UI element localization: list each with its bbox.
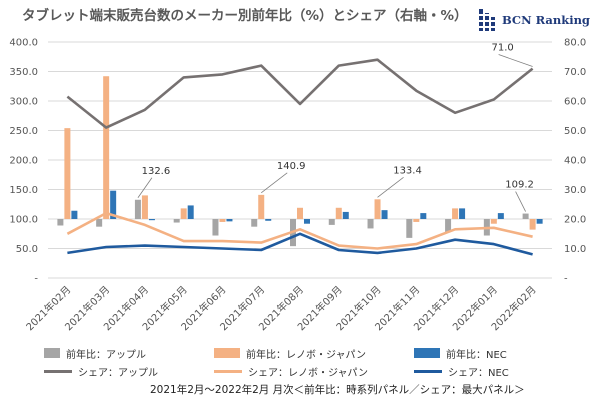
legend-swatch-nec-yoy [414, 348, 440, 358]
bar-nec-yoy [148, 219, 155, 221]
legend-item-apple-yoy: 前年比：アップル [44, 346, 214, 361]
legend-swatch-lenovo-yoy [214, 348, 240, 358]
annotation-leader [498, 54, 533, 67]
bar-apple-yoy [406, 219, 413, 238]
legend-label-lenovo-share: シェア：レノボ・ジャパン [248, 367, 368, 379]
bar-nec-yoy [497, 213, 504, 219]
bar-apple-yoy [173, 219, 180, 223]
y-right-tick-label: 10.0 [564, 244, 586, 255]
legend-item-nec-share: シェア：NEC [414, 364, 509, 379]
annotation-leader [260, 172, 288, 194]
bar-apple-yoy [212, 219, 219, 236]
bar-nec-yoy [71, 210, 78, 219]
chart-footnote: 2021年2月～2022年2月 月次＜前年比：時系列パネル／シェア：最大パネル＞ [150, 384, 525, 396]
legend-item-lenovo-yoy: 前年比：レノボ・ジャパン [214, 346, 414, 361]
legend-label-lenovo-yoy: 前年比：レノボ・ジャパン [246, 349, 366, 361]
bar-apple-yoy [328, 219, 335, 225]
bar-nec-yoy [226, 219, 233, 222]
bar-lenovo-yoy [219, 219, 226, 222]
bar-apple-yoy [251, 219, 258, 227]
bar-apple-yoy [445, 219, 452, 232]
legend-item-nec-yoy: 前年比：NEC [414, 346, 507, 361]
bar-lenovo-yoy [297, 207, 303, 219]
brand-name: BCN Ranking [502, 13, 590, 27]
y-left-tick-label: 250.0 [9, 126, 38, 137]
legend: 前年比：アップル 前年比：レノボ・ジャパン 前年比：NEC シェア：アップル シ… [44, 344, 564, 380]
bar-lenovo-yoy [180, 208, 187, 219]
y-right-tick-label: 50.0 [564, 126, 586, 137]
bar-lenovo-yoy [413, 219, 420, 222]
bar-nec-yoy [536, 219, 543, 224]
y-right-tick-label: 40.0 [564, 156, 586, 167]
annotation-leader [137, 177, 153, 198]
bar-lenovo-yoy [258, 194, 265, 219]
bar-nec-yoy [420, 213, 427, 219]
bar-nec-yoy [459, 208, 466, 219]
bar-lenovo-yoy [452, 208, 459, 219]
annotation-leader [377, 176, 404, 198]
legend-item-lenovo-share: シェア：レノボ・ジャパン [214, 364, 414, 379]
bar-lenovo-yoy [529, 219, 536, 230]
y-right-tick-label: 30.0 [564, 185, 586, 196]
y-right-tick-label: - [564, 274, 568, 285]
bcn-logo-icon [478, 9, 498, 31]
annotation-label: 109.2 [505, 180, 534, 191]
y-right-tick-label: 60.0 [564, 97, 586, 108]
bar-nec-yoy [187, 205, 194, 219]
legend-label-apple-yoy: 前年比：アップル [66, 349, 146, 361]
line-nec-share [67, 232, 533, 256]
legend-item-apple-share: シェア：アップル [44, 364, 214, 379]
bar-nec-yoy [110, 190, 117, 219]
legend-swatch-apple-share [44, 369, 72, 373]
legend-swatch-lenovo-share [214, 369, 242, 373]
y-left-tick-label: 150.0 [9, 185, 38, 196]
bar-lenovo-yoy [490, 219, 497, 224]
legend-label-apple-share: シェア：アップル [78, 367, 158, 379]
bar-apple-yoy [57, 219, 64, 226]
legend-label-nec-yoy: 前年比：NEC [446, 349, 507, 361]
bar-lenovo-yoy [335, 207, 342, 219]
line-lenovo-share [66, 211, 533, 250]
y-left-tick-label: 100.0 [9, 215, 38, 226]
legend-label-nec-share: シェア：NEC [448, 367, 509, 379]
y-right-tick-label: 80.0 [564, 38, 586, 49]
annotation-label: 71.0 [491, 43, 513, 54]
bar-apple-yoy [134, 199, 141, 219]
bar-apple-yoy [522, 213, 529, 219]
bar-nec-yoy [381, 210, 388, 219]
bar-apple-yoy [96, 219, 103, 227]
annotation-label: 132.6 [142, 166, 171, 177]
y-left-tick-label: 350.0 [9, 67, 38, 78]
bar-lenovo-yoy [374, 199, 381, 219]
legend-swatch-nec-share [414, 369, 442, 373]
bar-apple-yoy [367, 219, 374, 229]
bar-lenovo-yoy [64, 128, 71, 219]
bar-nec-yoy [265, 219, 272, 221]
y-left-tick-label: 300.0 [9, 97, 38, 108]
brand-logo: BCN Ranking [478, 8, 590, 32]
legend-swatch-apple-yoy [44, 348, 60, 358]
annotation-leader [515, 191, 526, 212]
y-left-tick-label: 50.0 [16, 244, 38, 255]
bar-nec-yoy [342, 211, 349, 219]
y-left-tick-label: - [34, 274, 38, 285]
chart-title: タブレット端末販売台数のメーカー別前年比（%）とシェア（右軸・%） [22, 8, 468, 24]
y-right-tick-label: 20.0 [564, 215, 586, 226]
y-left-tick-label: 200.0 [9, 156, 38, 167]
y-right-tick-label: 70.0 [564, 67, 586, 78]
annotation-label: 140.9 [277, 161, 306, 172]
line-apple-share [66, 58, 534, 129]
bar-lenovo-yoy [141, 195, 148, 219]
bar-nec-yoy [304, 219, 310, 224]
bar-lenovo-yoy [103, 76, 110, 219]
y-left-tick-label: 400.0 [9, 38, 38, 49]
annotation-label: 133.4 [393, 165, 422, 176]
